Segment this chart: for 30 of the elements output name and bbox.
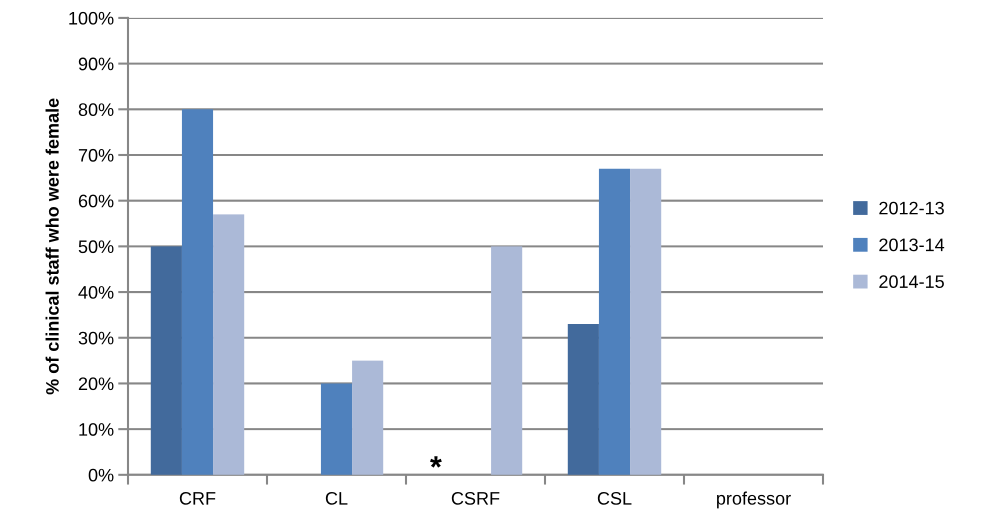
x-tick-label: CSRF xyxy=(452,492,500,505)
annotation: * xyxy=(430,456,442,468)
bar xyxy=(352,360,384,475)
bar xyxy=(182,109,214,475)
y-tick-label: 50% xyxy=(78,240,114,254)
y-tick-label: 30% xyxy=(78,332,114,344)
y-tick-label: 70% xyxy=(78,148,114,162)
x-tick-label: professor xyxy=(717,492,791,508)
bar xyxy=(213,214,244,475)
legend-label: 2012-13 xyxy=(879,202,944,214)
bar xyxy=(320,383,352,475)
y-tick-label: 90% xyxy=(78,58,114,70)
y-tick-label: 0% xyxy=(88,468,114,482)
bar xyxy=(598,168,630,475)
legend-label: 2013-14 xyxy=(879,238,944,252)
bar xyxy=(491,246,522,475)
y-tick-label: 20% xyxy=(78,377,114,390)
x-tick-label: CRF xyxy=(180,492,216,505)
y-tick-label: 10% xyxy=(79,423,114,436)
bar xyxy=(630,168,662,475)
legend-label: 2014-15 xyxy=(879,275,944,288)
bar xyxy=(150,246,182,475)
x-tick-label: CL xyxy=(326,492,348,505)
y-axis-title: % of clinical staff who were female xyxy=(46,98,59,394)
y-tick-label: 60% xyxy=(78,194,114,208)
y-tick-label: 80% xyxy=(78,103,114,116)
y-tick-label: 100% xyxy=(69,12,114,25)
bar xyxy=(568,324,599,475)
x-tick-label: CSL xyxy=(598,492,632,505)
y-tick-label: 40% xyxy=(78,286,114,299)
